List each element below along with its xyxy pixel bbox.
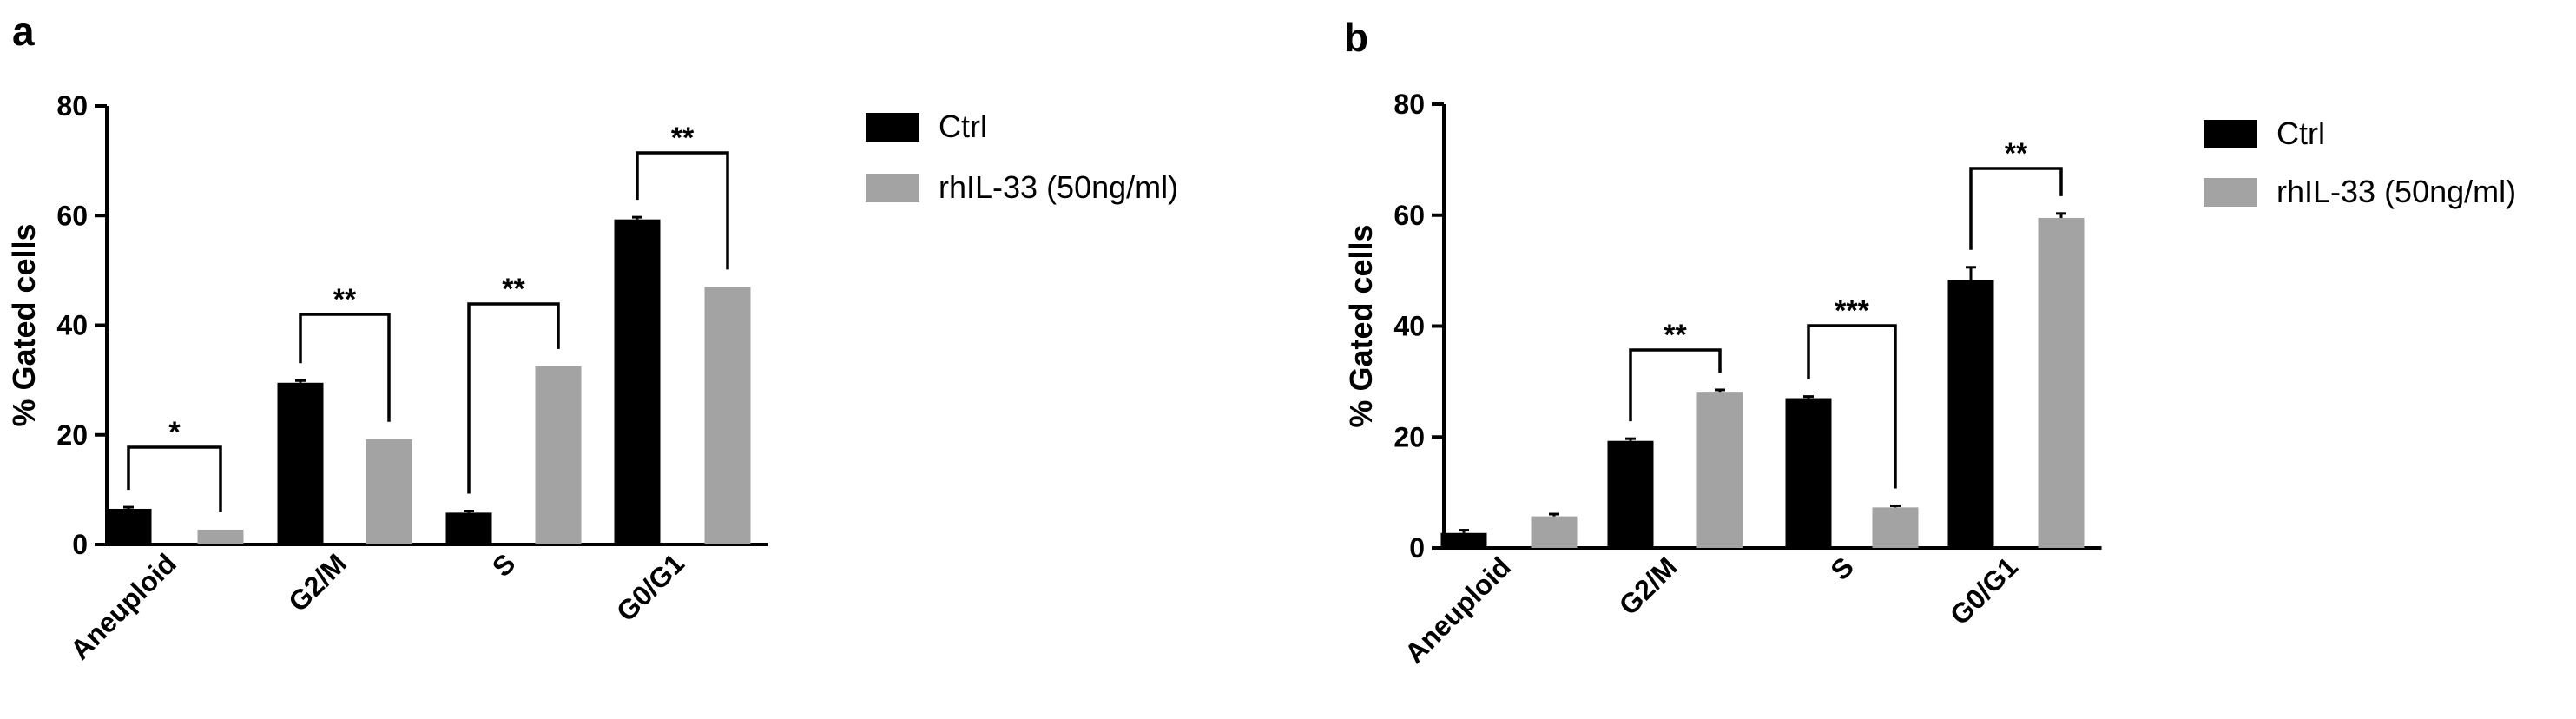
x-tick-label: G2/M [282,547,352,617]
bar-ctrl [445,512,492,544]
significance-bracket [636,151,729,270]
bar-rhil33 [535,366,582,544]
significance-bracket [467,302,560,494]
bar-rhil33 [1696,392,1743,548]
y-tick-label: 40 [56,310,88,341]
x-tick-label: G2/M [1613,551,1683,621]
bar-ctrl [1947,280,1994,548]
significance-bracket [127,445,222,512]
y-tick-label: 20 [1393,421,1425,452]
bar-rhil33 [704,287,751,544]
y-tick-label: 0 [1409,532,1425,564]
legend: Ctrl rhIL-33 (50ng/ml) [2204,115,2516,209]
y-tick-label: 80 [1393,89,1425,120]
y-tick-label: 60 [1393,200,1425,231]
significance-bracket [1969,167,2063,250]
x-tick-label: G0/G1 [610,547,690,627]
y-tick-label: 40 [1393,311,1425,342]
significance-marker: * [168,416,181,449]
significance-marker: ** [671,122,695,155]
bar-rhil33 [1531,516,1578,548]
significance-bracket [299,313,391,422]
y-axis-label: % Gated cells [6,223,42,426]
y-tick-label: 20 [56,419,88,451]
x-tick-label: S [486,547,522,583]
y-tick-label: 0 [72,529,88,560]
chart-panel-b: b 0 20 40 60 80 % Gated cells Aneuploid G2/M ** S *… [1343,15,2516,670]
bar-ctrl [1607,440,1654,548]
panel-label: a [12,9,35,54]
bar-ctrl [277,382,324,544]
x-tick-label: Aneuploid [1399,551,1517,669]
bar-rhil33 [197,529,244,544]
legend-label: Ctrl [939,109,987,144]
significance-bracket [1629,348,1722,422]
y-tick-label: 60 [56,200,88,231]
chart-panel-a: a 0 20 40 60 80 % Gated cells Aneuploid * G2/M ** S… [6,9,1178,666]
panel-label: b [1344,15,1368,60]
significance-marker: ** [502,273,525,306]
y-tick-label: 80 [56,90,88,122]
x-tick-label: S [1824,551,1860,586]
bar-ctrl [105,508,152,544]
bar-rhil33 [2038,217,2085,548]
significance-bracket [1807,324,1897,489]
bar-rhil33 [366,439,412,544]
legend-swatch [2204,178,2257,207]
legend-swatch [2204,120,2257,148]
x-tick-label: Aneuploid [64,547,182,665]
y-axis-label: % Gated cells [1343,224,1379,427]
legend-label: rhIL-33 (50ng/ml) [2276,174,2516,209]
significance-marker: ** [333,283,357,316]
x-tick-label: G0/G1 [1944,551,2024,630]
significance-marker: ** [2005,137,2028,170]
significance-marker: *** [1835,294,1869,327]
legend-swatch [866,174,919,202]
significance-marker: ** [1664,319,1687,352]
legend-label: rhIL-33 (50ng/ml) [939,169,1178,205]
bar-rhil33 [1872,507,1919,548]
legend-swatch [866,113,919,142]
legend-label: Ctrl [2276,115,2325,151]
legend: Ctrl rhIL-33 (50ng/ml) [866,109,1178,205]
bar-ctrl [1785,398,1832,548]
bar-ctrl [614,219,661,544]
bar-ctrl [1440,532,1487,548]
